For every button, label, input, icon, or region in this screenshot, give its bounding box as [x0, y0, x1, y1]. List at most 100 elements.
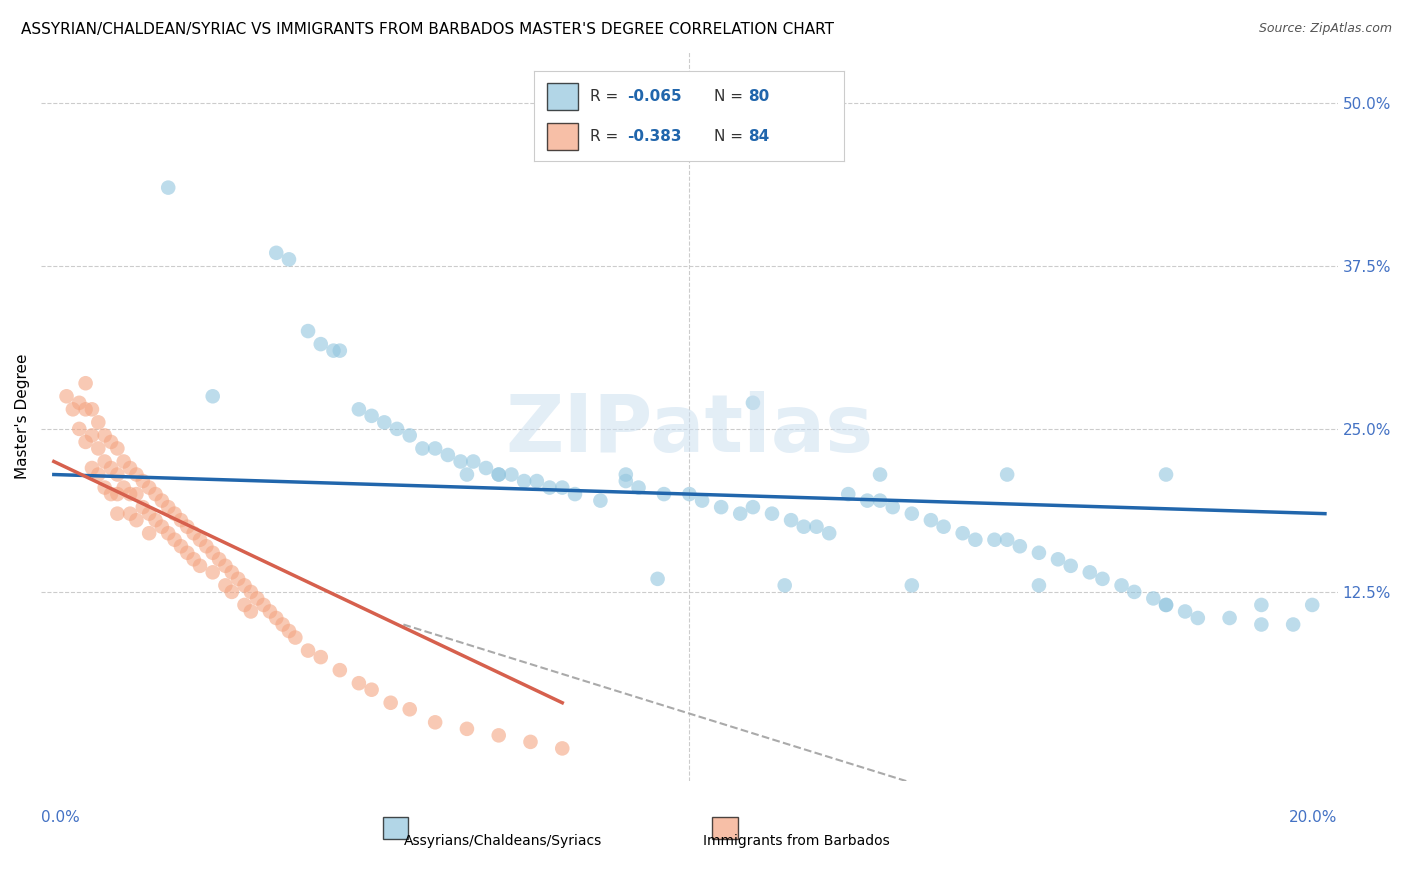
- Point: [145, 513, 167, 527]
- Point: [1187, 611, 1209, 625]
- Point: [93, 481, 115, 495]
- Y-axis label: Master's Degree: Master's Degree: [15, 353, 30, 479]
- Point: [87, 467, 110, 482]
- Point: [252, 598, 274, 612]
- Point: [647, 572, 669, 586]
- Point: [1028, 578, 1050, 592]
- Point: [1111, 578, 1133, 592]
- Point: [105, 442, 128, 456]
- Point: [214, 558, 236, 573]
- Point: [551, 741, 574, 756]
- Point: [93, 428, 115, 442]
- Point: [201, 389, 224, 403]
- Point: [75, 402, 97, 417]
- Text: R =: R =: [591, 129, 623, 144]
- Point: [125, 467, 148, 482]
- Point: [150, 493, 173, 508]
- Point: [183, 552, 205, 566]
- Point: [1301, 598, 1323, 612]
- Point: [1028, 546, 1050, 560]
- Point: [1078, 566, 1101, 580]
- Point: [264, 611, 287, 625]
- Point: [112, 454, 135, 468]
- Point: [100, 487, 122, 501]
- Point: [297, 324, 319, 338]
- Point: [226, 572, 249, 586]
- Point: [264, 245, 287, 260]
- Point: [233, 598, 256, 612]
- Point: [67, 396, 90, 410]
- Point: [1154, 467, 1177, 482]
- Point: [329, 663, 352, 677]
- Point: [271, 617, 294, 632]
- Point: [347, 402, 370, 417]
- Point: [132, 474, 155, 488]
- Point: [837, 487, 859, 501]
- Point: [818, 526, 841, 541]
- Point: [120, 507, 142, 521]
- Point: [309, 650, 332, 665]
- FancyBboxPatch shape: [547, 123, 578, 150]
- Point: [112, 481, 135, 495]
- Point: [501, 467, 523, 482]
- Point: [75, 434, 97, 449]
- Point: [869, 493, 891, 508]
- Point: [176, 546, 198, 560]
- Point: [995, 467, 1018, 482]
- Point: [551, 481, 574, 495]
- Text: 84: 84: [748, 129, 769, 144]
- Point: [952, 526, 974, 541]
- Point: [120, 487, 142, 501]
- Point: [278, 624, 301, 638]
- Point: [995, 533, 1018, 547]
- Point: [932, 519, 955, 533]
- Point: [1282, 617, 1305, 632]
- Point: [488, 467, 510, 482]
- Point: [80, 402, 103, 417]
- Point: [138, 481, 160, 495]
- Point: [1046, 552, 1069, 566]
- Point: [385, 422, 408, 436]
- FancyBboxPatch shape: [547, 83, 578, 110]
- Point: [780, 513, 803, 527]
- Point: [55, 389, 77, 403]
- Text: N =: N =: [714, 89, 748, 103]
- Point: [423, 442, 446, 456]
- Point: [761, 507, 783, 521]
- Point: [259, 605, 281, 619]
- Point: [589, 493, 612, 508]
- Point: [614, 474, 637, 488]
- Point: [67, 422, 90, 436]
- Point: [201, 546, 224, 560]
- Point: [125, 487, 148, 501]
- Point: [652, 487, 675, 501]
- Point: [398, 428, 420, 442]
- Point: [793, 519, 815, 533]
- Point: [380, 696, 402, 710]
- Point: [1091, 572, 1114, 586]
- Point: [773, 578, 796, 592]
- Point: [125, 513, 148, 527]
- Point: [170, 539, 193, 553]
- Point: [120, 461, 142, 475]
- Point: [965, 533, 987, 547]
- Point: [1060, 558, 1083, 573]
- Point: [188, 533, 211, 547]
- Point: [519, 735, 541, 749]
- Point: [93, 454, 115, 468]
- Point: [87, 416, 110, 430]
- Point: [87, 442, 110, 456]
- Point: [239, 585, 262, 599]
- Point: [138, 526, 160, 541]
- Point: [526, 474, 548, 488]
- Point: [564, 487, 586, 501]
- Point: [163, 507, 186, 521]
- Text: R =: R =: [591, 89, 623, 103]
- Point: [614, 467, 637, 482]
- Point: [145, 487, 167, 501]
- Point: [463, 454, 485, 468]
- Text: 0.0%: 0.0%: [41, 810, 80, 825]
- Point: [233, 578, 256, 592]
- Point: [856, 493, 879, 508]
- Point: [278, 252, 301, 267]
